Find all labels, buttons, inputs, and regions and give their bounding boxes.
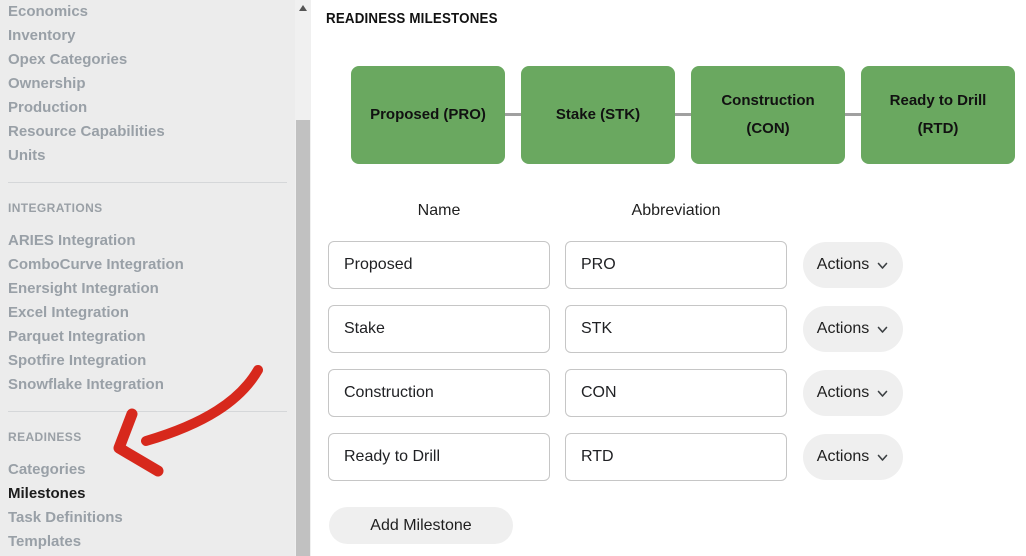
sidebar-integrations-list: ARIES Integration ComboCurve Integration… [0, 229, 295, 397]
sidebar-item-categories[interactable]: Categories [8, 461, 86, 478]
milestone-row: Actions [311, 433, 1026, 481]
sidebar-item-spotfire-integration[interactable]: Spotfire Integration [8, 352, 147, 369]
sidebar-scrollbar[interactable] [295, 0, 311, 556]
actions-dropdown-button[interactable]: Actions [803, 434, 903, 480]
milestone-row: Actions [311, 305, 1026, 353]
actions-dropdown-button[interactable]: Actions [803, 306, 903, 352]
sidebar-divider [8, 182, 287, 183]
add-milestone-label: Add Milestone [370, 516, 472, 534]
sidebar-item-resource-capabilities[interactable]: Resource Capabilities [8, 123, 165, 140]
sidebar-divider [8, 411, 287, 412]
sidebar-top-list: Economics Inventory Opex Categories Owne… [0, 0, 295, 168]
actions-dropdown-button[interactable]: Actions [803, 242, 903, 288]
readiness-section-label: READINESS [8, 430, 82, 444]
add-milestone-button[interactable]: Add Milestone [329, 507, 513, 544]
milestone-flow-box-ready-to-drill: Ready to Drill (RTD) [861, 66, 1015, 164]
milestone-abbr-input[interactable] [565, 433, 787, 481]
milestone-flow-box-proposed: Proposed (PRO) [351, 66, 505, 164]
milestone-abbr-input[interactable] [565, 241, 787, 289]
milestone-name-input[interactable] [328, 241, 550, 289]
chevron-down-icon [877, 262, 888, 269]
sidebar-item-economics[interactable]: Economics [8, 3, 89, 20]
flow-connector [505, 113, 521, 116]
abbreviation-column-header: Abbreviation [631, 202, 721, 219]
sidebar-item-templates[interactable]: Templates [8, 533, 82, 550]
actions-button-label: Actions [816, 448, 870, 465]
sidebar-item-ownership[interactable]: Ownership [8, 75, 86, 92]
scrollbar-thumb[interactable] [296, 120, 310, 556]
sidebar-item-opex-categories[interactable]: Opex Categories [8, 51, 128, 68]
actions-dropdown-button[interactable]: Actions [803, 370, 903, 416]
sidebar-item-inventory[interactable]: Inventory [8, 27, 76, 44]
milestone-row: Actions [311, 241, 1026, 289]
milestones-panel: READINESS MILESTONES Proposed (PRO) Stak… [311, 0, 1026, 556]
actions-button-label: Actions [816, 256, 870, 273]
milestone-name-input[interactable] [328, 305, 550, 353]
sidebar-item-excel-integration[interactable]: Excel Integration [8, 304, 129, 321]
milestone-name-input[interactable] [328, 369, 550, 417]
sidebar-item-aries-integration[interactable]: ARIES Integration [8, 232, 136, 249]
milestone-name-input[interactable] [328, 433, 550, 481]
sidebar-item-milestones[interactable]: Milestones [8, 485, 86, 502]
milestone-abbr-input[interactable] [565, 369, 787, 417]
sidebar-item-snowflake-integration[interactable]: Snowflake Integration [8, 376, 164, 393]
page-title: READINESS MILESTONES [326, 11, 498, 27]
milestone-abbr-input[interactable] [565, 305, 787, 353]
milestone-flow-box-construction: Construction (CON) [691, 66, 845, 164]
settings-sidebar: Economics Inventory Opex Categories Owne… [0, 0, 295, 556]
milestone-row: Actions [311, 369, 1026, 417]
sidebar-item-units[interactable]: Units [8, 147, 46, 164]
flow-connector [675, 113, 691, 116]
sidebar-item-combocurve-integration[interactable]: ComboCurve Integration [8, 256, 184, 273]
chevron-down-icon [877, 390, 888, 397]
milestone-flow-box-stake: Stake (STK) [521, 66, 675, 164]
scroll-up-arrow-icon[interactable] [299, 5, 307, 11]
sidebar-item-parquet-integration[interactable]: Parquet Integration [8, 328, 146, 345]
chevron-down-icon [877, 326, 888, 333]
integrations-section-label: INTEGRATIONS [8, 201, 103, 215]
actions-button-label: Actions [816, 320, 870, 337]
sidebar-item-enersight-integration[interactable]: Enersight Integration [8, 280, 159, 297]
sidebar-item-task-definitions[interactable]: Task Definitions [8, 509, 123, 526]
name-column-header: Name [417, 202, 461, 219]
sidebar-item-production[interactable]: Production [8, 99, 88, 116]
chevron-down-icon [877, 454, 888, 461]
flow-connector [845, 113, 861, 116]
actions-button-label: Actions [816, 384, 870, 401]
sidebar-readiness-list: Categories Milestones Task Definitions T… [0, 458, 295, 554]
